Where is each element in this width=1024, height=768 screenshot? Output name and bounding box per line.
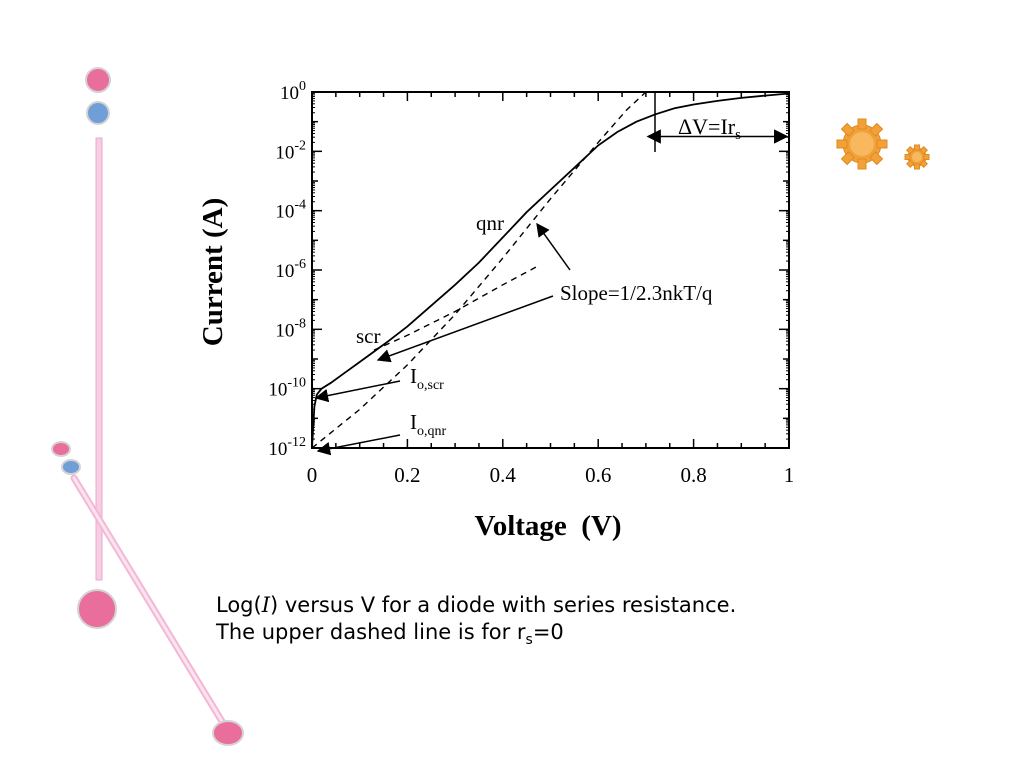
iv-curve-dashed-2 <box>373 266 537 351</box>
slope-label: Slope=1/2.3nkT/q <box>560 281 713 305</box>
y-axis-label: Current (A) <box>197 198 229 346</box>
decor-vertical-bar <box>95 137 103 581</box>
delta-v-label: ΔV=Irs <box>678 114 741 143</box>
x-tick-label: 0 <box>307 463 318 487</box>
x-tick-labels: 0 0.2 0.4 0.6 0.8 1 <box>307 463 795 487</box>
iv-log-chart: 0 0.2 0.4 0.6 0.8 1 10010-210-410-610-810-101… <box>197 79 794 542</box>
scr-label: scr <box>356 324 381 348</box>
io-scr-label: Io,scr <box>410 364 444 393</box>
decor-pink-bead-bottom <box>212 720 244 746</box>
y-tick-label: 10-12 <box>268 435 306 460</box>
plot-frame <box>311 91 790 449</box>
x-axis-label: Voltage (V) <box>474 510 621 542</box>
y-tick-labels: 100 10-2 10-4 10-6 10-8 10-10 10-12 <box>268 79 306 460</box>
tick-marks <box>311 91 790 449</box>
decor-blue-bead-small <box>61 459 81 475</box>
decor-pink-bead-small <box>51 441 71 457</box>
qnr-label: qnr <box>476 211 504 235</box>
decorative-bead-column <box>51 67 244 746</box>
y-tick-label: 10-6 <box>275 257 306 282</box>
iv-curve-solid <box>311 92 790 449</box>
decor-gear-large-icon <box>836 118 888 170</box>
y-tick-label: 10-8 <box>275 316 306 341</box>
x-tick-label: 1 <box>784 463 795 487</box>
decor-pink-bead-large <box>77 589 117 629</box>
io-qnr-pointer <box>316 434 401 456</box>
y-tick-label: 10-4 <box>275 198 306 223</box>
y-tick-label: 10-10 <box>268 376 306 401</box>
slope-pointer-line <box>376 295 554 363</box>
x-tick-label: 0.2 <box>394 463 420 487</box>
y-tick-label: 10-2 <box>275 138 306 163</box>
caption-line-2: The upper dashed line is for rs=0 <box>216 620 564 649</box>
x-tick-label: 0.8 <box>680 463 706 487</box>
decor-blue-bead-top <box>86 101 110 125</box>
io-qnr-label: Io,qnr <box>410 410 447 439</box>
x-tick-label: 0.4 <box>490 463 517 487</box>
caption-line-1: Log(I) versus V for a diode with series … <box>216 593 737 617</box>
slide-caption: Log(I) versus V for a diode with series … <box>216 592 916 654</box>
curve-group <box>311 91 790 449</box>
io-scr-pointer <box>314 380 401 403</box>
iv-curve-dashed-1 <box>311 91 647 449</box>
decor-pink-bead-top <box>85 67 111 93</box>
decor-gear-small-icon <box>904 144 930 170</box>
slope-pointer-arrow <box>536 222 571 271</box>
y-tick-label: 100 <box>280 79 306 104</box>
x-tick-label: 0.6 <box>585 463 611 487</box>
